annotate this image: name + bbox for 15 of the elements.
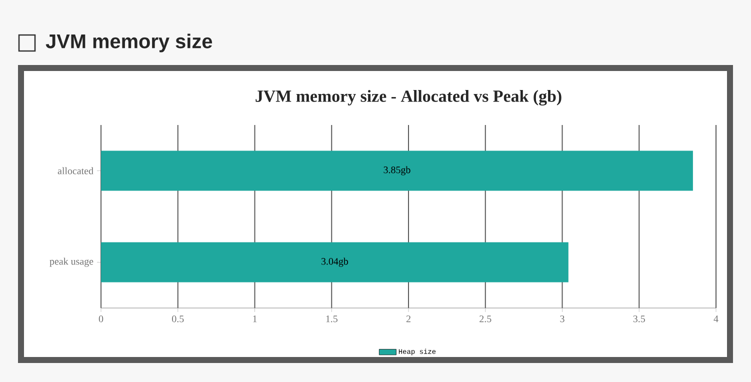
data-label: 3.85gb — [384, 166, 410, 176]
x-tick-label: 2.5 — [480, 316, 492, 322]
y-tick-label: allocated — [58, 167, 94, 174]
x-tick-label: 4 — [714, 316, 718, 322]
x-tick-label: 0 — [98, 316, 104, 322]
x-tick-label: 0.5 — [172, 316, 184, 322]
text: JVM memory size — [46, 34, 212, 52]
x-tick-label: 1 — [253, 316, 257, 322]
x-tick-label: 2 — [406, 316, 410, 322]
x-tick-label: 3 — [560, 316, 564, 322]
y-tick-label: peak usage — [50, 258, 94, 267]
data-label: 3.04gb — [321, 258, 348, 267]
x-tick-label: 1.5 — [326, 316, 338, 322]
chart-title: JVM memory size - Allocated vs Peak (gb) — [256, 90, 562, 106]
x-tick-label: 3.5 — [633, 316, 645, 322]
